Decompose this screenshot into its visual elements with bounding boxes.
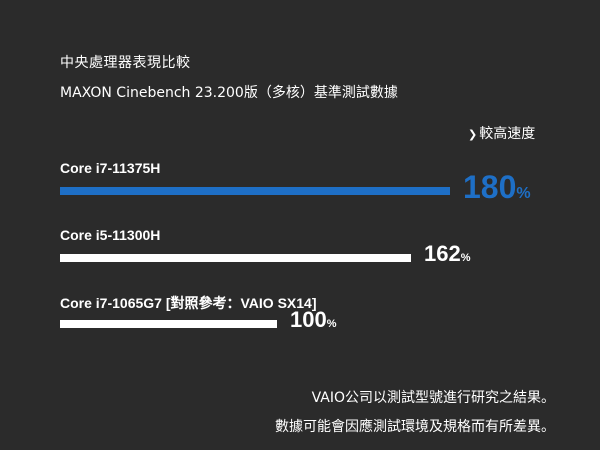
footnote-2: 數據可能會因應測試環境及規格而有所差異。: [275, 419, 555, 435]
value-unit: %: [326, 318, 337, 330]
value-number: 100: [290, 307, 327, 332]
chart-title: 中央處理器表現比較: [60, 55, 191, 71]
bar: [60, 187, 450, 195]
value-label: 162%: [424, 241, 471, 267]
value-unit: %: [516, 185, 531, 202]
category-label: Core i7-11375H: [60, 160, 161, 176]
value-number: 180: [463, 169, 517, 205]
bar: [60, 320, 277, 328]
bar: [60, 254, 411, 262]
value-label: 180%: [463, 169, 531, 206]
category-label: Core i7-1065G7 [對照參考：VAIO SX14]: [60, 295, 317, 311]
legend: ❯ 較高速度: [468, 123, 535, 143]
category-label: Core i5-11300H: [60, 227, 161, 243]
chevron-right-icon: ❯: [468, 128, 478, 141]
value-label: 100%: [290, 307, 337, 333]
legend-label: 較高速度: [479, 126, 536, 142]
value-unit: %: [460, 252, 471, 264]
chart-subtitle: MAXON Cinebench 23.200版（多核）基準測試數據: [60, 85, 398, 101]
value-number: 162: [424, 241, 461, 266]
footnote-1: VAIO公司以測試型號進行研究之結果。: [311, 390, 555, 406]
